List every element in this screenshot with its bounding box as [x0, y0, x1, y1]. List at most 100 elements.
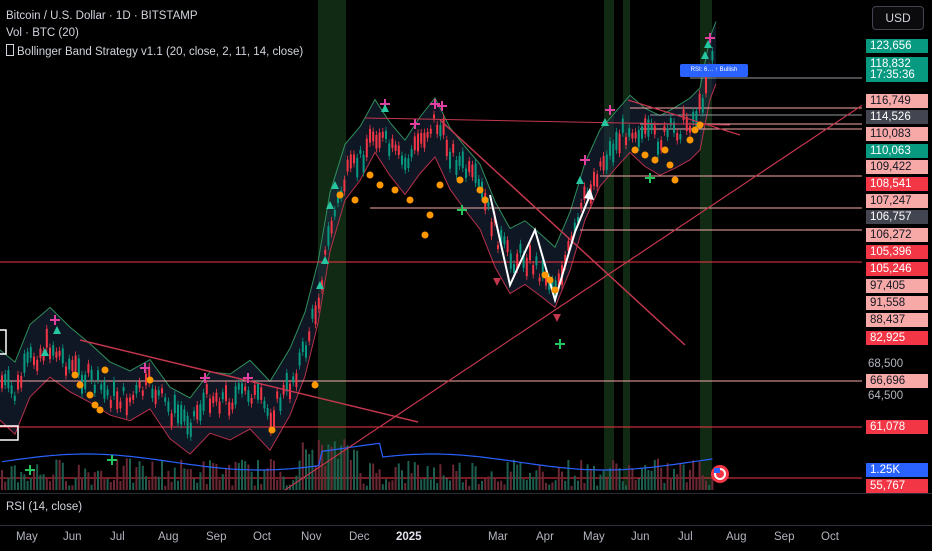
- buy-triangle: [321, 256, 329, 264]
- volume-bar: [573, 475, 576, 490]
- candle-body: [423, 132, 426, 148]
- time-axis-tick: Dec: [349, 531, 370, 543]
- volume-bar: [484, 478, 487, 490]
- volume-bar: [215, 463, 218, 490]
- candle-body: [292, 376, 295, 383]
- volume-bar: [599, 474, 602, 490]
- signal-dot: [336, 191, 344, 199]
- candle-body: [401, 155, 403, 165]
- price-label: 108,541: [866, 177, 928, 191]
- buy-triangle: [331, 181, 339, 189]
- candle-body: [436, 124, 439, 134]
- volume-bar: [423, 478, 426, 490]
- rsi-pane[interactable]: RSI (14, close): [0, 493, 932, 522]
- volume-bar: [138, 461, 141, 490]
- volume-bar: [596, 485, 599, 490]
- candle-body: [618, 133, 621, 154]
- candle-body: [548, 277, 551, 291]
- volume-bar: [298, 460, 301, 490]
- volume-bar: [119, 481, 122, 490]
- candle-body: [445, 139, 448, 157]
- volume-bar: [343, 439, 346, 490]
- candle-body: [269, 412, 272, 432]
- rsi-legend[interactable]: RSI (14, close): [6, 501, 83, 513]
- volume-bar: [234, 461, 237, 490]
- time-axis-tick: Sep: [206, 531, 227, 543]
- candle-body: [567, 241, 570, 251]
- time-axis[interactable]: May Jun Jul Aug Sep Oct Nov Dec 2025 Mar Apr May Jun…: [0, 525, 932, 551]
- highlight-zone: [623, 0, 630, 490]
- volume-bar: [564, 480, 567, 490]
- candle-body: [241, 383, 243, 394]
- candle-body: [644, 118, 647, 135]
- volume-bar: [157, 476, 160, 490]
- downtrend-line-2025: [439, 119, 686, 346]
- candle-body: [356, 157, 359, 178]
- candle-body: [452, 143, 455, 153]
- volume-bar: [372, 463, 375, 490]
- volume-bar: [615, 463, 618, 490]
- candle-body: [583, 186, 586, 200]
- candle-body: [465, 168, 467, 179]
- candle-body: [650, 122, 653, 130]
- volume-bar: [407, 460, 410, 490]
- candle-body: [637, 129, 640, 147]
- volume-bar: [509, 471, 512, 490]
- volume-bar: [84, 468, 87, 490]
- volume-legend[interactable]: Vol · BTC (20): [6, 27, 79, 39]
- currency-button[interactable]: USD: [872, 6, 924, 30]
- candle-body: [90, 369, 93, 381]
- signal-dot: [476, 186, 484, 194]
- volume-bar: [71, 485, 74, 490]
- volume-bar: [253, 485, 256, 490]
- volume-bar: [327, 444, 330, 490]
- candle-body: [209, 398, 211, 414]
- candle-body: [170, 413, 173, 426]
- volume-bar: [151, 461, 154, 490]
- time-axis-tick: Nov: [301, 531, 322, 543]
- candle-body: [161, 388, 163, 394]
- signal-dot: [101, 366, 109, 374]
- volume-bar: [61, 462, 64, 490]
- strategy-legend[interactable]: Bollinger Band Strategy v1.1 (20, close,…: [6, 44, 303, 58]
- volume-bar: [132, 482, 135, 490]
- candle-body: [193, 411, 195, 417]
- candle-body: [609, 141, 611, 156]
- volume-bar: [113, 480, 115, 490]
- candle-body: [129, 397, 131, 403]
- candle-body: [36, 359, 39, 371]
- volume-bar: [129, 458, 131, 490]
- candle-body: [417, 133, 419, 152]
- candle-body: [263, 400, 266, 409]
- candle-body: [669, 118, 672, 126]
- volume-bar: [109, 482, 112, 490]
- candle-body: [593, 171, 595, 187]
- candle-body: [391, 138, 394, 149]
- volume-bar: [381, 484, 384, 490]
- volume-bar: [708, 485, 711, 490]
- candle-body: [497, 244, 499, 250]
- volume-bar: [167, 470, 170, 490]
- volume-bar: [39, 474, 42, 490]
- price-label: 105,246: [866, 262, 928, 276]
- symbol-legend[interactable]: Bitcoin / U.S. Dollar · 1D · BITSTAMP: [6, 10, 198, 22]
- highlight-zone: [604, 0, 614, 490]
- time-axis-tick: May: [16, 531, 38, 543]
- candle-body: [257, 383, 259, 400]
- candle-body: [442, 118, 445, 135]
- candle-body: [426, 132, 429, 138]
- left-edge-box-bottom: [0, 425, 19, 441]
- volume-bar: [676, 474, 679, 490]
- signal-dot: [661, 146, 669, 154]
- candle-body: [74, 355, 77, 372]
- volume-bar: [650, 470, 653, 490]
- volume-bar: [241, 459, 243, 490]
- volume-bar: [570, 485, 573, 490]
- candle-body: [199, 404, 202, 421]
- time-axis-tick: Oct: [253, 531, 271, 543]
- volume-bar: [337, 458, 339, 490]
- volume-bar: [644, 465, 647, 490]
- time-axis-tick: 2025: [396, 531, 422, 543]
- price-chart-canvas[interactable]: [0, 0, 862, 525]
- volume-bar: [183, 468, 186, 490]
